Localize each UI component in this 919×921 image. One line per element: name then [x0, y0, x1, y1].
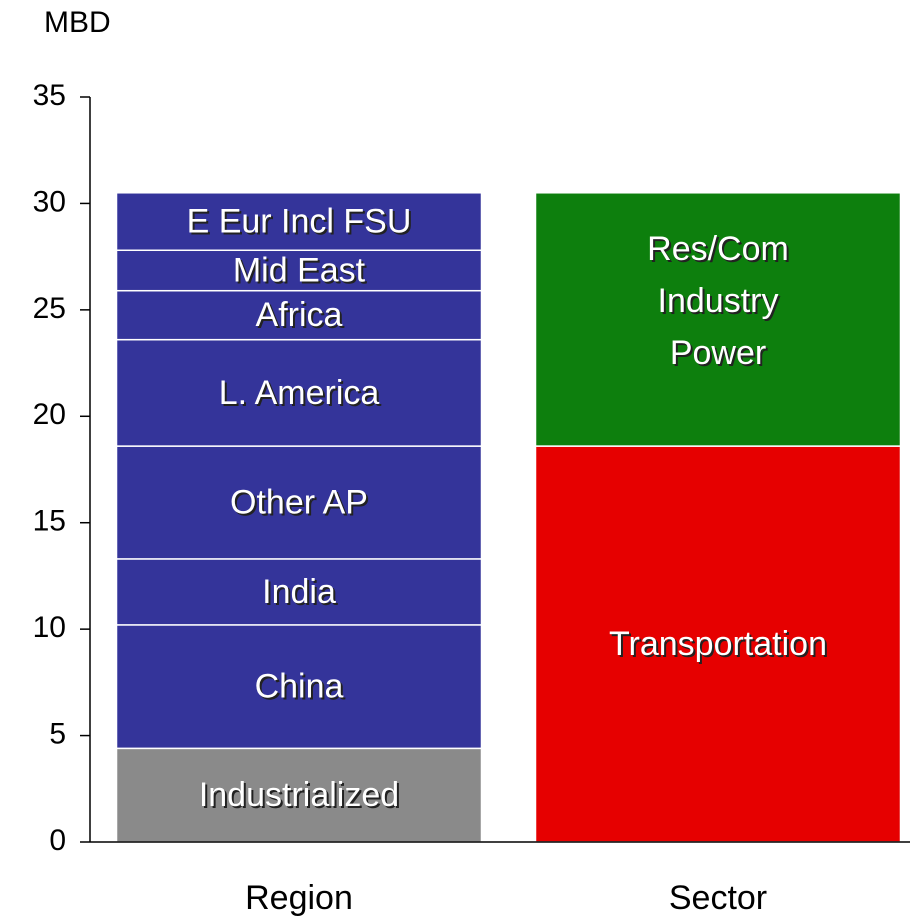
- x-tick-label: Sector: [669, 879, 767, 917]
- segment-label: L. America: [219, 374, 380, 412]
- segment-label: Other AP: [230, 483, 368, 521]
- bar-segment: [115, 558, 483, 626]
- bar-segment: [115, 192, 483, 252]
- bar-segment: [115, 624, 483, 750]
- y-tick-label: 25: [33, 292, 66, 325]
- segment-label: Transportation: [609, 625, 827, 663]
- bar-segment: [115, 338, 483, 447]
- bar-segment: [115, 445, 483, 560]
- y-tick-label: 5: [49, 717, 66, 750]
- y-tick-label: 30: [33, 185, 66, 218]
- x-tick-label: Region: [245, 879, 353, 917]
- segment-label-box: Res/Com Industry Power: [647, 229, 789, 372]
- y-tick-label: 0: [49, 824, 66, 857]
- segment-label: Res/Com Industry Power: [647, 229, 789, 372]
- segment-label: Africa: [256, 296, 343, 334]
- bar-segment: [534, 192, 902, 447]
- y-tick-label: 15: [33, 505, 66, 538]
- segment-label: China: [255, 668, 344, 706]
- y-tick-label: 35: [33, 79, 66, 112]
- segment-label: Industrialized: [199, 776, 399, 814]
- bar-segment: [115, 747, 483, 843]
- y-axis-label: MBD: [44, 6, 111, 39]
- segment-label: Mid East: [233, 251, 366, 289]
- y-tick-label: 20: [33, 398, 66, 431]
- segment-label: E Eur Incl FSU: [187, 203, 412, 241]
- y-tick-label: 10: [33, 611, 66, 644]
- segment-label: India: [262, 573, 336, 611]
